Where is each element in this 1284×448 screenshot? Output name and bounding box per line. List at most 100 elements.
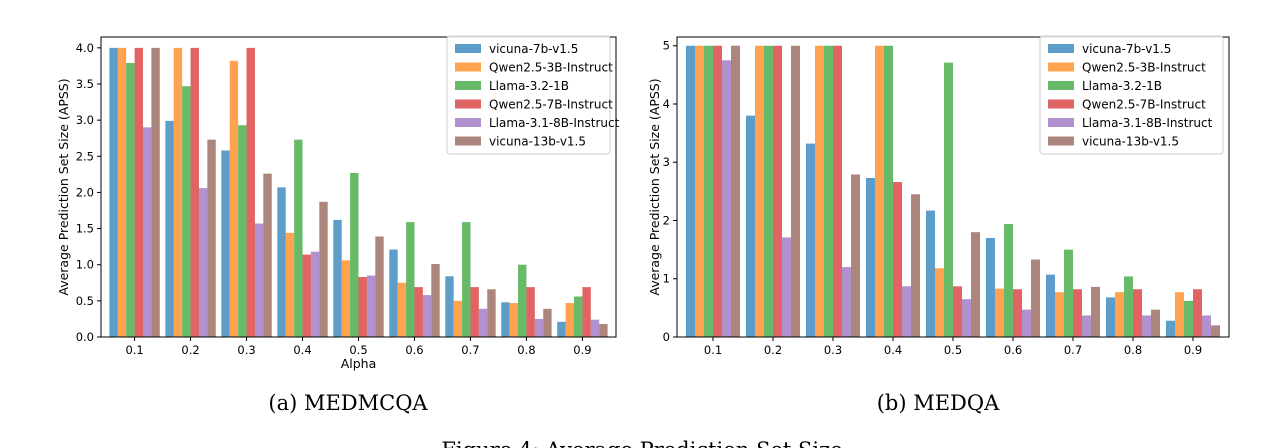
legend-label: vicuna-13b-v1.5 (489, 135, 586, 149)
bar-llama-3-2-1b-alpha-0.9 (1184, 300, 1193, 337)
bar-llama-3-2-1b-alpha-0.5 (350, 172, 359, 337)
bar-qwen2-5-3b-instruct-alpha-0.2 (173, 47, 183, 338)
bar-vicuna-13b-v1-5-alpha-0.2 (207, 139, 216, 337)
bar-qwen2-5-3b-instruct-alpha-0.3 (229, 60, 239, 338)
legend-swatch (1048, 44, 1074, 53)
bar-qwen2-5-3b-instruct-alpha-0.5 (341, 260, 351, 337)
chart-medmcqa: 0.0 0.5 1.0 1.5 2.0 2.5 3.0 3.5 4.0 0.1 0.2 0.3 0.4 0… (56, 35, 620, 371)
y-tick-label: 4 (663, 97, 670, 111)
bar-vicuna-7b-v1-5-alpha-0.4 (277, 187, 286, 337)
bar-llama-3-2-1b-alpha-0.4 (884, 45, 893, 338)
bar-qwen2-5-3b-instruct-alpha-0.8 (509, 303, 519, 337)
x-tick-label: 0.4 (884, 343, 902, 357)
y-tick-label: 1 (663, 272, 670, 286)
x-tick-label: 0.4 (293, 343, 311, 357)
bar-llama-3-1-8b-instruct-alpha-0.6 (1022, 309, 1031, 337)
bar-llama-3-2-1b-alpha-0.7 (1064, 249, 1073, 337)
y-tick-label: 2.5 (76, 149, 94, 163)
bar-vicuna-7b-v1-5-alpha-0.3 (806, 143, 815, 337)
bar-qwen2-5-7b-instruct-alpha-0.8 (526, 287, 535, 337)
bar-vicuna-7b-v1-5-alpha-0.6 (986, 237, 995, 337)
legend-label: vicuna-7b-v1.5 (1082, 42, 1171, 56)
bar-vicuna-7b-v1-5-alpha-0.9 (557, 321, 566, 337)
bar-llama-3-1-8b-instruct-alpha-0.3 (842, 267, 851, 337)
bar-vicuna-13b-v1-5-alpha-0.1 (731, 45, 740, 338)
bar-llama-3-1-8b-instruct-alpha-0.7 (1082, 315, 1091, 337)
bar-qwen2-5-3b-instruct-alpha-0.3 (815, 45, 824, 338)
y-tick-label: 0 (663, 330, 670, 344)
bar-vicuna-7b-v1-5-alpha-0.5 (333, 219, 342, 337)
bar-qwen2-5-7b-instruct-alpha-0.2 (190, 47, 199, 338)
bar-llama-3-1-8b-instruct-alpha-0.8 (1142, 315, 1151, 337)
bar-qwen2-5-3b-instruct-alpha-0.5 (935, 268, 944, 337)
bar-llama-3-1-8b-instruct-alpha-0.1 (722, 60, 731, 338)
bar-llama-3-1-8b-instruct-alpha-0.7 (478, 308, 488, 337)
y-tick-label: 3 (663, 155, 670, 169)
legend-swatch (455, 118, 481, 127)
x-tick-label: 0.9 (1184, 343, 1202, 357)
x-tick-label: 0.2 (764, 343, 782, 357)
bar-vicuna-7b-v1-5-alpha-0.2 (746, 115, 755, 337)
bar-vicuna-13b-v1-5-alpha-0.1 (151, 47, 160, 338)
x-tick-label: 0.7 (461, 343, 479, 357)
bar-vicuna-13b-v1-5-alpha-0.6 (431, 263, 440, 337)
bar-vicuna-13b-v1-5-alpha-0.4 (911, 194, 920, 337)
y-tick-label: 5 (663, 39, 670, 53)
bar-vicuna-7b-v1-5-alpha-0.7 (1046, 274, 1055, 337)
bar-vicuna-7b-v1-5-alpha-0.5 (926, 210, 935, 337)
bar-qwen2-5-3b-instruct-alpha-0.7 (453, 300, 463, 337)
legend-swatch (455, 136, 481, 146)
bar-qwen2-5-3b-instruct-alpha-0.1 (117, 47, 127, 338)
bar-qwen2-5-7b-instruct-alpha-0.8 (1133, 289, 1142, 337)
bar-qwen2-5-7b-instruct-alpha-0.4 (302, 254, 311, 337)
bar-llama-3-1-8b-instruct-alpha-0.6 (422, 295, 432, 337)
bar-llama-3-1-8b-instruct-alpha-0.3 (254, 223, 264, 337)
x-tick-label: 0.5 (349, 343, 367, 357)
bar-vicuna-13b-v1-5-alpha-0.5 (375, 236, 384, 337)
bar-qwen2-5-3b-instruct-alpha-0.6 (995, 288, 1004, 337)
bar-llama-3-1-8b-instruct-alpha-0.5 (366, 275, 376, 337)
bar-vicuna-7b-v1-5-alpha-0.3 (221, 150, 230, 337)
bar-vicuna-13b-v1-5-alpha-0.7 (487, 289, 496, 337)
bar-qwen2-5-7b-instruct-alpha-0.3 (246, 47, 255, 338)
bar-vicuna-13b-v1-5-alpha-0.3 (851, 174, 860, 337)
bar-llama-3-2-1b-alpha-0.5 (944, 62, 953, 337)
bar-qwen2-5-3b-instruct-alpha-0.9 (565, 303, 575, 337)
caption-medqa: (b) MEDQA (877, 391, 1000, 415)
bar-vicuna-7b-v1-5-alpha-0.1 (109, 47, 118, 338)
y-axis-label: Average Prediction Set Size (APSS) (56, 78, 71, 295)
bar-vicuna-7b-v1-5-alpha-0.8 (501, 302, 510, 337)
legend-label: Qwen2.5-7B-Instruct (1082, 98, 1206, 112)
y-tick-label: 2 (663, 213, 670, 227)
bar-vicuna-7b-v1-5-alpha-0.9 (1166, 320, 1175, 337)
bar-llama-3-2-1b-alpha-0.2 (182, 86, 191, 337)
x-tick-label: 0.1 (704, 343, 722, 357)
y-tick-label: 2.0 (76, 185, 94, 199)
bar-llama-3-1-8b-instruct-alpha-0.1 (142, 127, 152, 337)
bar-llama-3-2-1b-alpha-0.7 (462, 222, 471, 337)
x-tick-label: 0.8 (517, 343, 535, 357)
bar-qwen2-5-3b-instruct-alpha-0.8 (1115, 292, 1124, 337)
bar-qwen2-5-3b-instruct-alpha-0.9 (1175, 292, 1184, 337)
legend-label: vicuna-13b-v1.5 (1082, 135, 1179, 149)
bar-llama-3-1-8b-instruct-alpha-0.8 (534, 318, 544, 337)
bar-vicuna-7b-v1-5-alpha-0.1 (686, 45, 695, 338)
bar-qwen2-5-3b-instruct-alpha-0.2 (755, 45, 764, 338)
bar-vicuna-7b-v1-5-alpha-0.7 (445, 276, 454, 337)
legend: vicuna-7b-v1.5 Qwen2.5-3B-Instruct Llama-3… (446, 35, 620, 155)
bar-llama-3-2-1b-alpha-0.6 (406, 222, 415, 337)
chart-medqa: 0 1 2 3 4 5 0.1 0.2 0.3 0.4 0.5 0.6 0.7 0.8 0.9 Average… (647, 35, 1230, 357)
legend-label: Llama-3.1-8B-Instruct (1082, 116, 1213, 130)
x-tick-label: 0.3 (824, 343, 842, 357)
legend-label: vicuna-7b-v1.5 (489, 42, 578, 56)
legend-label: Llama-3.1-8B-Instruct (489, 116, 620, 130)
y-tick-label: 3.5 (76, 77, 94, 91)
x-tick-label: 0.2 (181, 343, 199, 357)
x-tick-label: 0.7 (1064, 343, 1082, 357)
legend-label: Llama-3.2-1B (489, 79, 569, 93)
legend-swatch (455, 99, 481, 109)
bar-vicuna-7b-v1-5-alpha-0.4 (866, 177, 875, 337)
legend: vicuna-7b-v1.5 Qwen2.5-3B-Instruct Llama-3… (1039, 35, 1224, 155)
bar-vicuna-7b-v1-5-alpha-0.8 (1106, 297, 1115, 337)
bar-qwen2-5-7b-instruct-alpha-0.1 (713, 45, 722, 338)
